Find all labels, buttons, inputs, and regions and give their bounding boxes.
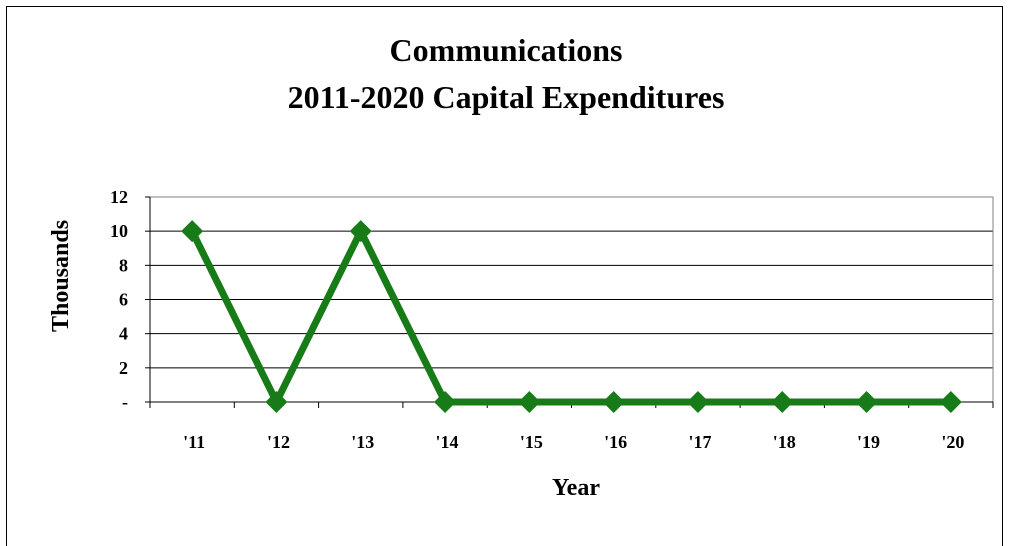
x-tick-label-5: '16 [604,432,627,452]
chart-frame [6,6,1003,546]
y-tick-label-5: 10 [110,221,128,241]
data-point-15 [518,391,541,413]
data-point-20 [939,391,962,413]
x-tick-label-3: '14 [436,432,459,452]
x-axis-title: Year [552,475,600,501]
x-tick-label-4: '15 [520,432,543,452]
data-point-19 [855,391,878,413]
y-tick-label-1: 2 [119,358,128,378]
axes [145,196,994,408]
data-point-16 [602,391,625,413]
x-tick-label-0: '11 [183,432,205,452]
chart-title-line-2: 2011-2020 Capital Expenditures [288,79,725,115]
series-line-0 [189,227,951,406]
y-axis-title: Thousands [48,220,74,332]
y-tick-label-6: 12 [110,187,128,207]
chart-title-line-1: Communications [390,32,623,68]
x-tick-label-2: '13 [351,432,374,452]
y-tick-label-3: 6 [119,290,128,310]
x-tick-label-1: '12 [267,432,290,452]
x-tick-labels: '11 '12 '13 '14 '15 '16 '17 '18 '19 '20 [183,432,964,452]
y-tick-labels: - 2 4 6 8 10 12 [110,187,128,412]
x-tick-label-6: '17 [688,432,711,452]
data-point-13 [349,220,372,243]
y-tick-label-0: - [122,392,128,412]
data-point-12 [265,391,288,413]
x-tick-label-7: '18 [773,432,796,452]
y-tick-label-2: 4 [119,324,128,344]
data-point-14 [434,391,457,413]
data-point-17 [686,391,709,413]
x-tick-label-8: '19 [857,432,880,452]
gridlines [150,196,993,369]
series-layer [181,220,962,413]
y-tick-label-4: 8 [119,255,128,275]
data-point-18 [771,391,794,413]
x-tick-label-9: '20 [941,432,964,452]
data-point-11 [181,220,204,243]
